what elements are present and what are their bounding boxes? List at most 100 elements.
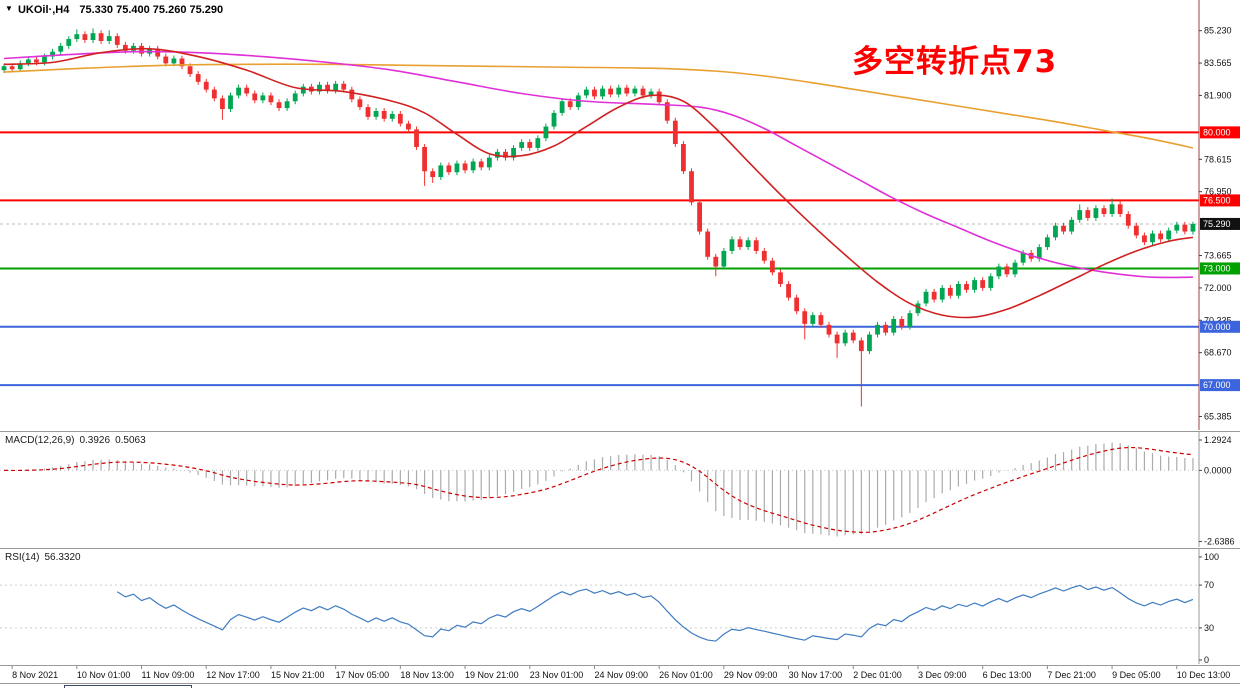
candle-body (842, 332, 848, 344)
price-badge-label: 76.500 (1203, 195, 1231, 205)
time-label: 2 Dec 01:00 (853, 670, 902, 680)
candle-body (1166, 230, 1172, 240)
candle-body (672, 120, 678, 145)
candle-body (1125, 214, 1131, 226)
candle-body (551, 112, 557, 127)
macd-histogram (11, 442, 1194, 537)
price-badge-label: 75.290 (1203, 219, 1231, 229)
ma-mid-magenta (3, 50, 1193, 279)
candle-body (769, 260, 775, 273)
time-label: 29 Nov 09:00 (724, 670, 778, 680)
candle-body (438, 165, 444, 178)
candle-body (422, 146, 428, 172)
candle-body (414, 129, 419, 147)
candle-body (745, 240, 751, 248)
macd-axis[interactable]: 1.2924 0.0000 -2.6386 (1198, 432, 1235, 547)
candles-layer (1, 28, 1196, 407)
rsi-line (116, 584, 1194, 642)
candle-body (25, 59, 31, 64)
candle-body (810, 315, 816, 324)
hlines-layer (0, 131, 1199, 387)
price-tick-label: 72.000 (1204, 283, 1232, 293)
rsi-panel: 100 70 30 0 RSI(14) 56.3320 (0, 549, 1240, 666)
candle-body (171, 58, 177, 64)
candle-body (284, 101, 290, 109)
candle-body (656, 91, 662, 103)
price-axis[interactable]: 85.230 83.565 81.900 78.615 76.950 73.665 72.0… (1198, 0, 1240, 430)
candle-body (1061, 225, 1066, 232)
horizontal-scrollbar[interactable] (0, 684, 1240, 688)
candle-body (503, 151, 508, 158)
candle-body (470, 161, 476, 171)
time-label: 10 Dec 13:00 (1177, 670, 1231, 680)
candle-body (778, 272, 783, 285)
candle-body (17, 63, 23, 70)
candle-body (1158, 233, 1164, 240)
price-tick-label: 70.335 (1204, 315, 1232, 325)
candle-body (915, 303, 921, 314)
time-label: 3 Dec 09:00 (918, 670, 967, 680)
price-tick-label: 85.230 (1204, 26, 1232, 36)
candle-body (850, 332, 856, 341)
candle-body (632, 88, 638, 94)
time-axis[interactable]: 8 Nov 2021 10 Nov 01:00 11 Nov 09:00 12 Nov… (0, 666, 1240, 684)
candle-body (114, 36, 120, 45)
price-badge (1200, 262, 1240, 275)
candle-body (891, 319, 897, 333)
candle-body (122, 44, 128, 51)
candle-body (559, 101, 565, 113)
macd-name-label: MACD(12,26,9) (5, 435, 75, 446)
candle-body (511, 147, 516, 158)
candle-body (163, 56, 169, 64)
candle-body (753, 240, 759, 251)
candle-body (357, 99, 363, 108)
candle-body (220, 98, 225, 110)
price-badge (1200, 320, 1240, 333)
candle-body (972, 280, 977, 290)
candle-body (341, 83, 347, 90)
candle-body (1142, 235, 1147, 243)
candle-body (430, 171, 436, 178)
candle-body (826, 324, 832, 335)
candle-body (721, 250, 727, 267)
candle-body (389, 113, 395, 119)
price-tick-label: 78.615 (1204, 154, 1232, 164)
candle-body (1109, 204, 1115, 215)
indicator-tick-label: 1.2924 (1204, 435, 1232, 445)
candle-body (1069, 219, 1075, 232)
candle-body (349, 89, 355, 100)
candle-body (980, 280, 986, 288)
chart-shift-icon: ▼ (5, 4, 13, 13)
candle-body (608, 88, 614, 95)
candle-body (1, 66, 7, 71)
candle-body (98, 33, 104, 41)
candle-body (333, 83, 339, 91)
main-chart-canvas[interactable]: 85.230 83.565 81.900 78.615 76.950 73.665 72.0… (0, 0, 1240, 430)
candle-body (1101, 208, 1107, 215)
price-badge (1200, 379, 1240, 392)
candle-body (1036, 247, 1042, 259)
candle-body (1174, 224, 1180, 231)
candle-body (1053, 225, 1058, 238)
candle-body (131, 45, 136, 51)
scrollbar-thumb[interactable] (64, 685, 192, 688)
candle-body (195, 74, 201, 82)
candle-body (365, 107, 371, 117)
candle-body (1044, 237, 1050, 248)
candle-body (567, 101, 573, 108)
rsi-axis[interactable]: 100 70 30 0 (1198, 549, 1219, 664)
price-badge (1200, 194, 1240, 207)
time-label: 6 Dec 13:00 (983, 670, 1032, 680)
indicator-tick-label: 30 (1204, 623, 1214, 633)
candle-body (260, 95, 266, 101)
candle-body (858, 340, 864, 352)
macd-canvas[interactable]: 1.2924 0.0000 -2.6386 (0, 432, 1240, 547)
macd-value-signal: 0.5063 (115, 435, 146, 446)
time-label: 7 Dec 21:00 (1047, 670, 1096, 680)
candle-body (454, 163, 460, 173)
candle-body (292, 93, 298, 102)
rsi-canvas[interactable]: 100 70 30 0 (0, 549, 1240, 664)
price-badge-label: 73.000 (1203, 263, 1231, 273)
price-badge-label: 80.000 (1203, 127, 1231, 137)
time-axis-canvas[interactable]: 8 Nov 2021 10 Nov 01:00 11 Nov 09:00 12 Nov… (0, 666, 1240, 682)
